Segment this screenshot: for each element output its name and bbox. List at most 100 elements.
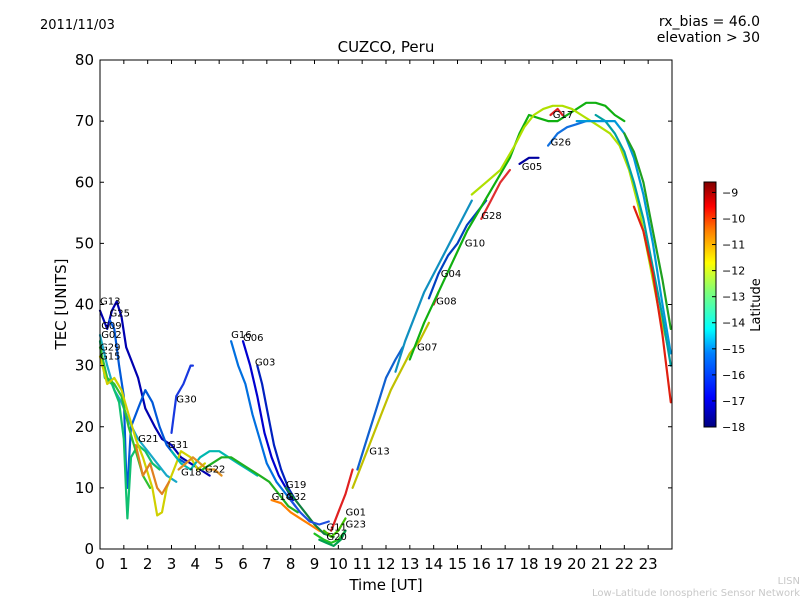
series-g23-19 (322, 517, 347, 538)
elevation-label: elevation > 30 (656, 30, 760, 46)
sat-label-g31-7: G31 (168, 440, 188, 451)
y-tick-label: 40 (75, 296, 94, 314)
y-tick-label: 60 (75, 173, 94, 191)
series-desc-green-35 (623, 132, 672, 330)
x-tick-label: 6 (238, 555, 248, 573)
series-g32-16 (289, 499, 330, 526)
x-tick-label: 3 (167, 555, 177, 573)
series-g26-28 (547, 120, 588, 147)
rx-bias-label: rx_bias = 46.0 (658, 14, 760, 30)
sat-label-g21-6: G21 (138, 434, 158, 445)
sat-label-g02-3: G02 (101, 330, 121, 341)
colorbar-tick-label: −9 (722, 186, 738, 199)
y-tick-label: 10 (75, 479, 94, 497)
colorbar-tick-label: −13 (722, 291, 745, 304)
sat-label-g10-25: G10 (465, 238, 485, 249)
colorbar-tick-label: −18 (722, 421, 745, 434)
series-g06-12 (241, 340, 295, 502)
sat-label-g17-29: G17 (553, 110, 573, 121)
colorbar-ticks: −9 −10 −11 −12 −13 −14 −15 −16 −17 −18 (712, 186, 745, 434)
x-tick-label: 14 (424, 555, 443, 573)
credits: LISN Low-Latitude Ionospheric Sensor Net… (592, 576, 800, 600)
series-g22-10 (201, 456, 299, 514)
x-tick-label: 12 (376, 555, 395, 573)
colorbar (703, 181, 717, 428)
x-tick-label: 5 (214, 555, 224, 573)
x-tick-label: 8 (286, 555, 296, 573)
sat-label-g20-20: G20 (326, 532, 346, 543)
sat-label-g01-17: G01 (346, 507, 366, 518)
y-ticks: 0 10 20 30 40 50 60 70 80 (75, 51, 672, 558)
sat-label-g25-1: G25 (110, 309, 130, 320)
sat-label-g13-21: G13 (369, 446, 389, 457)
sat-label-g28-26: G28 (481, 211, 501, 222)
colorbar-tick-label: −15 (722, 343, 745, 356)
colorbar-tick-label: −12 (722, 265, 745, 278)
series-lat-yellow-31 (470, 104, 671, 355)
series-g05-27 (518, 156, 540, 165)
sat-label-g26-28: G26 (551, 138, 571, 149)
x-ticks: 0 1 2 3 4 5 6 7 8 9 10 11 12 13 14 15 16 17 18 19 20 21 22 23 (95, 60, 658, 573)
series-g03-13 (256, 364, 297, 502)
sat-label-g19-15: G19 (286, 480, 306, 491)
y-tick-label: 30 (75, 357, 94, 375)
y-tick-label: 80 (75, 51, 94, 69)
series-g25-1 (108, 318, 187, 489)
series-g16-11 (230, 340, 297, 508)
y-tick-label: 0 (84, 540, 94, 558)
sat-label-g07-22: G07 (417, 342, 437, 353)
series-g19-15 (284, 486, 335, 538)
x-tick-label: 10 (329, 555, 348, 573)
x-tick-label: 20 (567, 555, 586, 573)
colorbar-tick-label: −14 (722, 317, 745, 330)
sat-label-g18-9: G18 (181, 468, 201, 479)
x-tick-label: 11 (353, 555, 372, 573)
credit-short: LISN (777, 576, 800, 587)
sat-label-g06-12: G06 (243, 333, 263, 344)
series-g13-0 (98, 300, 211, 477)
x-tick-label: 1 (119, 555, 129, 573)
x-tick-label: 16 (472, 555, 491, 573)
sat-label-g11-18: G11 (326, 523, 346, 534)
series-g21-6 (134, 444, 171, 496)
y-tick-label: 50 (75, 234, 94, 252)
x-tick-label: 9 (310, 555, 320, 573)
colorbar-tick-label: −17 (722, 395, 745, 408)
chart-title: CUZCO, Peru (338, 38, 435, 56)
sat-label-g32-16: G32 (286, 492, 306, 503)
x-tick-label: 19 (543, 555, 562, 573)
series-g31-7 (170, 450, 259, 477)
x-tick-label: 2 (143, 555, 153, 573)
sat-label-g23-19: G23 (346, 520, 366, 531)
colorbar-tick-label: −10 (722, 212, 745, 225)
date-label: 2011/11/03 (40, 18, 115, 33)
sat-label-g29-4: G29 (100, 342, 120, 353)
series-g13-21 (356, 346, 404, 471)
sat-label-g14-14: G14 (272, 492, 292, 503)
sat-label-g04-24: G04 (441, 269, 461, 280)
colorbar-tick-label: −16 (722, 369, 745, 382)
series-desc-red-34 (632, 205, 672, 404)
x-tick-label: 7 (262, 555, 272, 573)
series-layer (98, 101, 672, 547)
x-tick-label: 21 (591, 555, 610, 573)
series-g28-26 (480, 168, 511, 220)
x-tick-label: 18 (519, 555, 538, 573)
series-g20-18 (318, 529, 347, 547)
colorbar-tick-label: −11 (722, 239, 745, 252)
sat-label-g03-13: G03 (255, 358, 275, 369)
sat-label-g15-5: G15 (100, 352, 120, 363)
x-tick-label: 4 (191, 555, 201, 573)
sat-label-g16-11: G16 (231, 330, 251, 341)
x-tick-label: 13 (400, 555, 419, 573)
sat-label-g09-2: G09 (101, 321, 121, 332)
series-g15-5 (98, 355, 206, 517)
series-g30-8 (170, 364, 194, 434)
x-axis-label: Time [UT] (348, 576, 422, 594)
info-block: rx_bias = 46.0 elevation > 30 (657, 14, 760, 46)
x-tick-label: 22 (615, 555, 634, 573)
series-g02-3 (98, 340, 161, 520)
series-g18-9 (177, 456, 223, 477)
y-tick-label: 20 (75, 418, 94, 436)
